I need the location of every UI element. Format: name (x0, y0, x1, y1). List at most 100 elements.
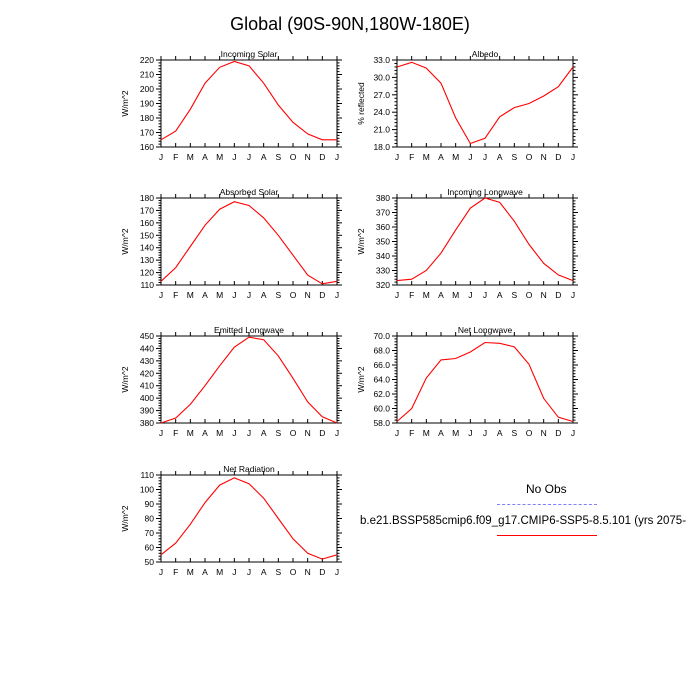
plot-frame (160, 335, 338, 424)
x-tick-label: M (216, 428, 223, 438)
y-tick-label: 180 (140, 113, 154, 123)
x-tick-label: J (159, 428, 163, 438)
y-tick-label: 130 (140, 255, 154, 265)
y-tick-label: 320 (376, 280, 390, 290)
legend-model-line (497, 535, 597, 536)
x-tick-label: J (468, 152, 472, 162)
x-tick-label: J (483, 152, 487, 162)
x-tick-label: J (571, 290, 575, 300)
panel-incoming-solar: J F M A M J J A S O N D J160170180190200210220Incomi… (120, 49, 342, 162)
y-tick-label: 90 (145, 499, 155, 509)
x-tick-label: J (483, 290, 487, 300)
x-tick-label: F (173, 567, 178, 577)
x-tick-label: D (319, 428, 325, 438)
x-tick-label: M (187, 428, 194, 438)
y-tick-label: 21.0 (373, 125, 390, 135)
y-axis-label: W/m^2 (356, 228, 366, 254)
y-tick-label: 100 (140, 485, 154, 495)
panel-title: Incoming Solar (221, 49, 278, 59)
x-tick-label: F (409, 152, 414, 162)
y-tick-label: 66.0 (373, 360, 390, 370)
y-tick-label: 220 (140, 55, 154, 65)
y-tick-label: 450 (140, 331, 154, 341)
y-axis-label: W/m^2 (356, 366, 366, 392)
x-tick-label: J (571, 428, 575, 438)
y-tick-label: 68.0 (373, 346, 390, 356)
x-tick-label: A (261, 290, 267, 300)
x-tick-label: J (159, 567, 163, 577)
y-tick-label: 33.0 (373, 55, 390, 65)
x-tick-label: A (202, 290, 208, 300)
y-tick-label: 200 (140, 84, 154, 94)
x-tick-label: A (497, 152, 503, 162)
y-tick-label: 80 (145, 514, 155, 524)
x-tick-label: S (275, 428, 281, 438)
x-tick-label: A (261, 428, 267, 438)
series-line (160, 477, 338, 560)
y-tick-label: 62.0 (373, 389, 390, 399)
y-axis-label: W/m^2 (120, 90, 130, 116)
x-tick-label: A (202, 428, 208, 438)
y-tick-label: 160 (140, 142, 154, 152)
x-tick-label: J (395, 152, 399, 162)
x-tick-label: M (452, 290, 459, 300)
x-tick-label: M (216, 152, 223, 162)
panel-title: Absorbed Solar (220, 187, 279, 197)
plot-frame (396, 59, 574, 148)
x-tick-label: J (483, 428, 487, 438)
y-tick-label: 110 (140, 470, 154, 480)
x-tick-label: M (216, 290, 223, 300)
x-tick-label: D (319, 567, 325, 577)
x-tick-label: J (247, 428, 251, 438)
y-tick-label: 400 (140, 393, 154, 403)
x-tick-label: A (497, 428, 503, 438)
legend-obs-label: No Obs (526, 482, 567, 496)
figure-title: Global (90S-90N,180W-180E) (230, 14, 470, 34)
x-tick-label: M (216, 567, 223, 577)
x-tick-label: O (526, 290, 533, 300)
x-tick-label: F (173, 290, 178, 300)
panel-title: Net Longwave (458, 325, 513, 335)
series-line (160, 201, 338, 285)
x-tick-label: M (187, 152, 194, 162)
x-tick-label: J (232, 428, 236, 438)
panel-albedo: J F M A M J J A S O N D J18.021.024.027.030.033.0Alb… (356, 49, 578, 162)
panel-net-longwave: J F M A M J J A S O N D J58.060.062.064.066.068.070.… (356, 325, 578, 438)
x-tick-label: M (423, 428, 430, 438)
x-tick-label: M (187, 290, 194, 300)
x-tick-label: A (261, 567, 267, 577)
x-tick-label: A (202, 152, 208, 162)
x-tick-label: J (335, 290, 339, 300)
y-tick-label: 70.0 (373, 331, 390, 341)
x-tick-label: M (452, 428, 459, 438)
x-tick-label: A (261, 152, 267, 162)
x-tick-label: N (305, 290, 311, 300)
x-tick-label: F (173, 428, 178, 438)
x-tick-label: N (541, 290, 547, 300)
y-tick-label: 150 (140, 230, 154, 240)
x-tick-label: F (173, 152, 178, 162)
panel-title: Albedo (472, 49, 499, 59)
x-tick-label: O (526, 428, 533, 438)
y-tick-label: 410 (140, 381, 154, 391)
x-tick-label: J (232, 152, 236, 162)
y-tick-label: 360 (376, 222, 390, 232)
panel-incoming-longwave: J F M A M J J A S O N D J320330340350360370380Incomi… (356, 187, 578, 300)
y-tick-label: 140 (140, 243, 154, 253)
x-tick-label: J (159, 290, 163, 300)
plot-frame (396, 335, 574, 424)
x-tick-label: S (511, 152, 517, 162)
y-tick-label: 430 (140, 356, 154, 366)
x-tick-label: J (335, 567, 339, 577)
x-tick-label: A (202, 567, 208, 577)
x-tick-label: A (438, 152, 444, 162)
y-tick-label: 58.0 (373, 418, 390, 428)
y-tick-label: 60 (145, 543, 155, 553)
y-tick-label: 350 (376, 237, 390, 247)
y-tick-label: 380 (140, 418, 154, 428)
y-tick-label: 440 (140, 343, 154, 353)
x-tick-label: N (305, 567, 311, 577)
x-tick-label: O (290, 428, 297, 438)
